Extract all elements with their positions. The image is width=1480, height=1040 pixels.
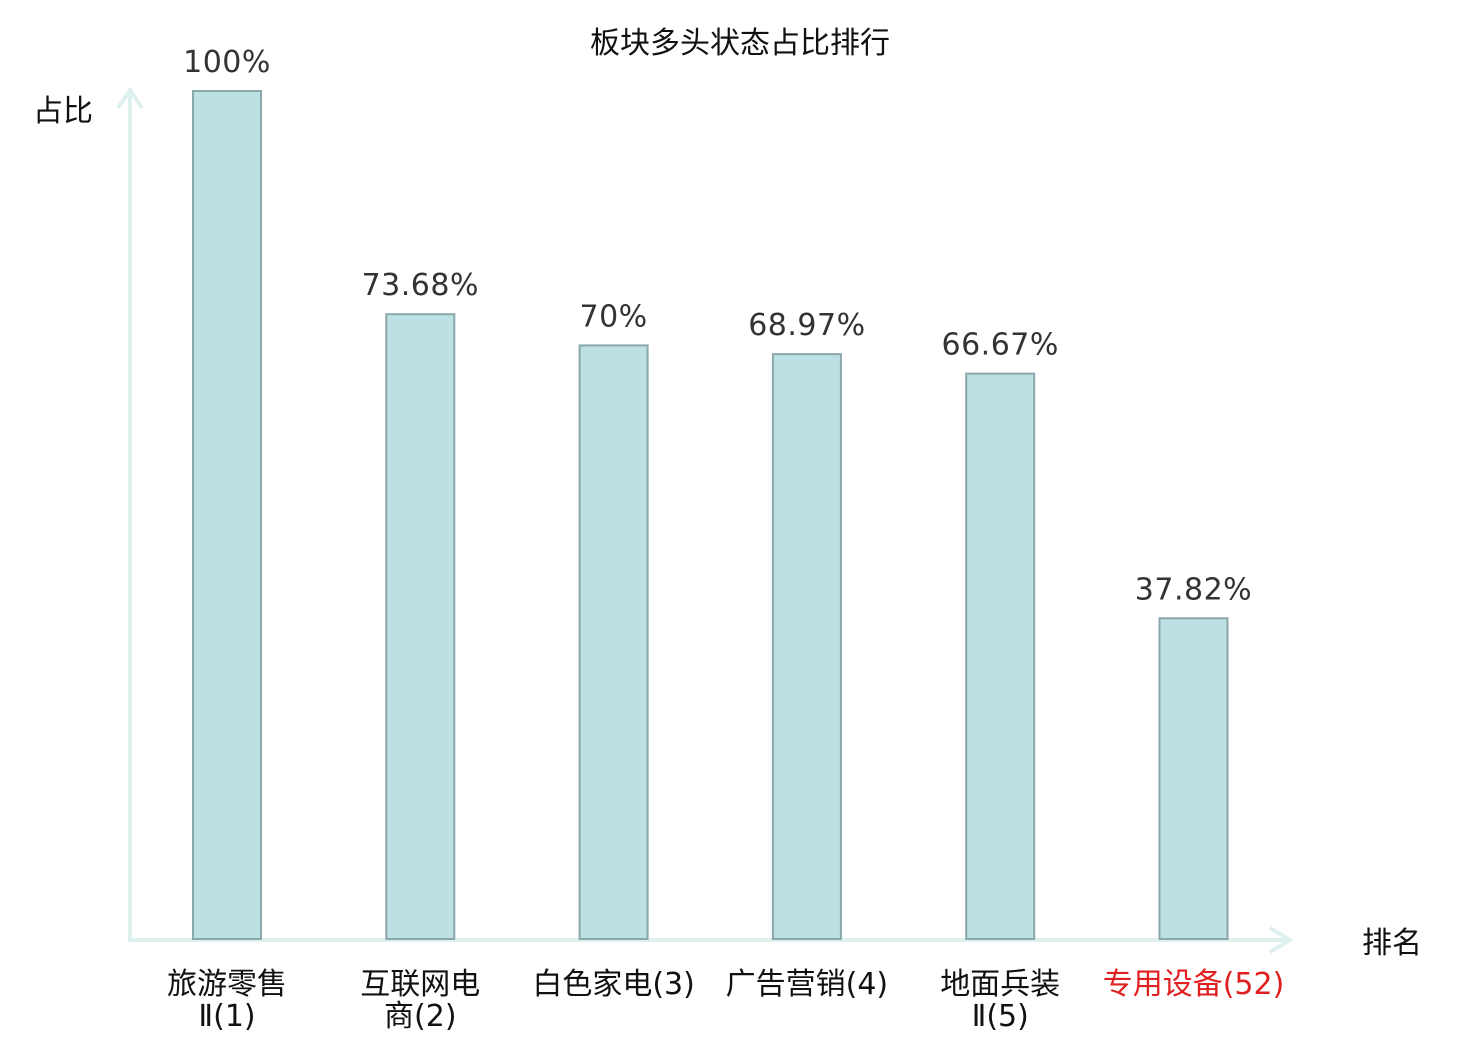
chart-title: 板块多头状态占比排行 — [590, 26, 890, 61]
x-axis — [128, 926, 1294, 954]
value-label-1: 100% — [183, 45, 271, 80]
bar-4 — [771, 353, 842, 940]
y-axis — [116, 86, 144, 940]
x-axis-label: 排名 — [1362, 926, 1422, 961]
value-label-2: 73.68% — [362, 268, 479, 303]
x-tick-label-1: 旅游零售 Ⅱ(1) — [167, 967, 287, 1034]
value-label-3: 70% — [580, 299, 648, 334]
bar-6 — [1158, 617, 1229, 940]
bar-1 — [192, 90, 262, 940]
bar-5 — [965, 372, 1036, 940]
x-tick-label-3: 白色家电(3) — [532, 967, 695, 1002]
y-axis-label: 占比 — [33, 94, 93, 129]
x-tick-label-4: 广告营销(4) — [726, 967, 889, 1002]
x-tick-label-6: 专用设备(52) — [1103, 967, 1285, 1002]
bar-2 — [385, 313, 456, 940]
bars-group — [192, 90, 1229, 940]
x-tick-label-5: 地面兵装 Ⅱ(5) — [940, 967, 1060, 1034]
x-tick-labels-group: 旅游零售 Ⅱ(1) 互联网电商(2) 白色家电(3) 广告营销(4) 地面兵装 Ⅱ(5) 专用… — [167, 967, 1284, 1034]
value-label-6: 37.82% — [1135, 572, 1252, 607]
value-labels-group: 100% 73.68% 70% 68.97% 66.67% 37.82% — [183, 45, 1252, 607]
bar-3 — [578, 344, 649, 940]
x-tick-label-2: 互联网电商(2) — [360, 967, 480, 1034]
value-label-4: 68.97% — [748, 308, 865, 343]
value-label-5: 66.67% — [942, 328, 1059, 363]
